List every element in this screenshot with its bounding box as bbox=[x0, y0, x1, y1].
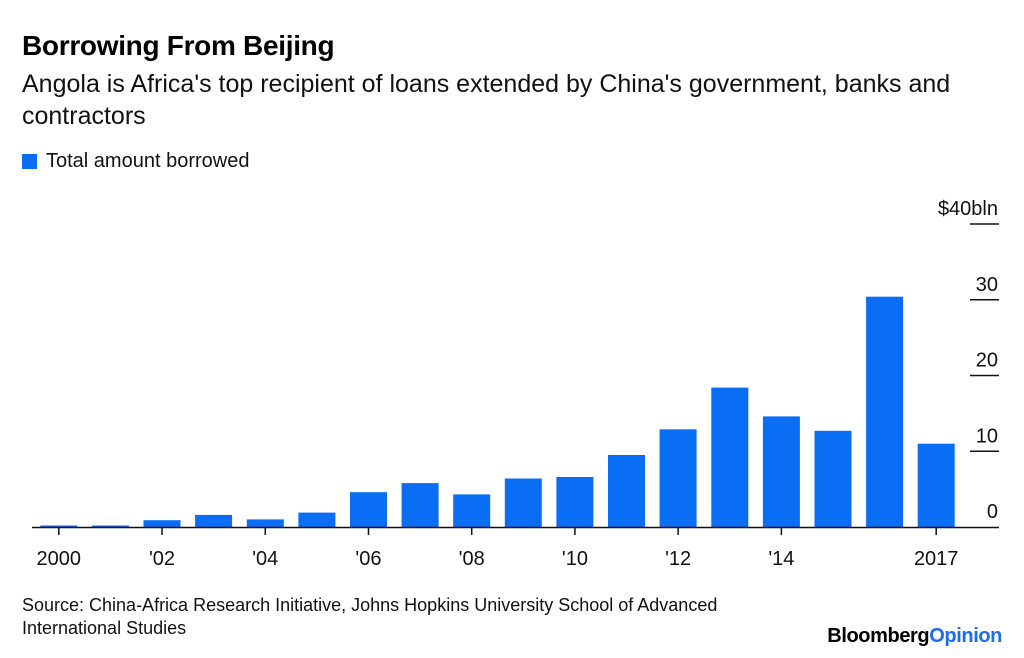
brand-logo: BloombergOpinion bbox=[827, 625, 1002, 648]
bar-2006 bbox=[350, 492, 387, 527]
bar-2005 bbox=[298, 512, 336, 527]
legend-swatch bbox=[22, 154, 37, 169]
x-tick-label-2002: '02 bbox=[149, 548, 175, 570]
bar-2012 bbox=[659, 429, 697, 527]
legend: Total amount borrowed bbox=[22, 150, 249, 173]
bar-2013 bbox=[711, 387, 749, 527]
x-tick-label-2017: 2017 bbox=[914, 548, 959, 570]
x-tick-label-2008: '08 bbox=[459, 548, 485, 570]
bar-2015 bbox=[814, 430, 852, 527]
x-tick-label-2004: '04 bbox=[252, 548, 278, 570]
chart-subtitle: Angola is Africa's top recipient of loan… bbox=[22, 70, 951, 130]
bar-2011 bbox=[608, 455, 645, 527]
bar-2004 bbox=[246, 519, 284, 527]
bar-2014 bbox=[762, 416, 800, 527]
brand-name: Bloomberg bbox=[827, 625, 930, 647]
x-tick-label-2014: '14 bbox=[768, 548, 794, 570]
bar-2010 bbox=[556, 477, 594, 527]
y-tick-label-40: $40bln bbox=[938, 198, 998, 220]
bar-2001 bbox=[91, 525, 129, 527]
bar-2016 bbox=[866, 296, 904, 527]
chart-title: Borrowing From Beijing bbox=[22, 30, 335, 61]
y-tick-label-30: 30 bbox=[976, 274, 998, 296]
bar-2002 bbox=[143, 520, 181, 527]
x-tick-label-2000: 2000 bbox=[37, 548, 82, 570]
x-tick-label-2012: '12 bbox=[665, 548, 691, 570]
y-tick-label-0: 0 bbox=[987, 501, 998, 523]
source-note: Source: China-Africa Research Initiative… bbox=[22, 595, 718, 638]
bar-2000 bbox=[40, 525, 78, 527]
y-tick-label-10: 10 bbox=[976, 425, 998, 447]
bar-2007 bbox=[401, 483, 439, 527]
x-tick-label-2006: '06 bbox=[355, 548, 381, 570]
x-tick-label-2010: '10 bbox=[562, 548, 588, 570]
legend-label: Total amount borrowed bbox=[46, 150, 250, 172]
bar-2003 bbox=[195, 514, 233, 527]
bar-2008 bbox=[453, 494, 491, 527]
bar-2009 bbox=[504, 478, 542, 527]
y-tick-label-20: 20 bbox=[976, 350, 998, 372]
brand-opinion: Opinion bbox=[929, 625, 1002, 647]
bar-2017 bbox=[917, 443, 955, 527]
